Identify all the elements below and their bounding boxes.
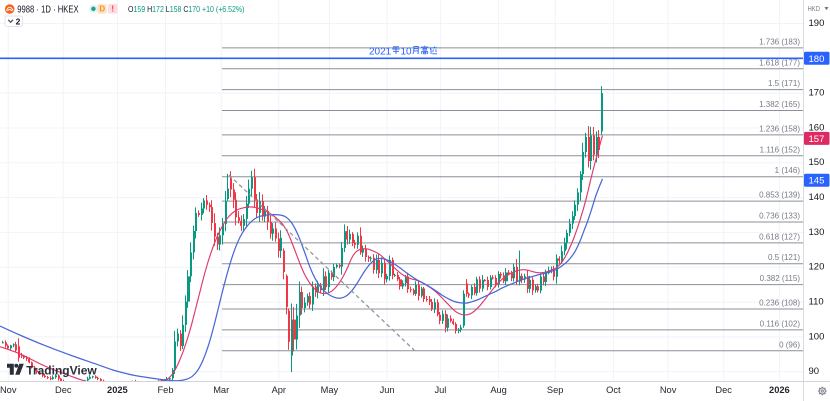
svg-text:190: 190 xyxy=(809,18,825,29)
svg-text:140: 140 xyxy=(809,192,825,203)
svg-text:10: 10 xyxy=(401,46,413,57)
svg-text:145: 145 xyxy=(809,176,825,187)
svg-text:Sep: Sep xyxy=(547,385,564,395)
svg-text:Feb: Feb xyxy=(157,385,173,395)
svg-text:1 (146): 1 (146) xyxy=(775,166,801,175)
svg-text:May: May xyxy=(321,385,339,395)
svg-text:Dec: Dec xyxy=(715,385,732,395)
svg-text:Apr: Apr xyxy=(272,385,286,395)
svg-text:180: 180 xyxy=(809,54,825,65)
svg-text:100: 100 xyxy=(809,331,825,342)
svg-text:170: 170 xyxy=(809,88,825,99)
svg-text:HKD: HKD xyxy=(808,4,821,13)
svg-text:90: 90 xyxy=(809,366,820,377)
svg-text:0.116 (102): 0.116 (102) xyxy=(760,319,801,328)
svg-text:157: 157 xyxy=(809,134,825,145)
svg-text:Jul: Jul xyxy=(434,385,446,395)
svg-text:160: 160 xyxy=(809,122,825,133)
svg-text:Nov: Nov xyxy=(660,385,677,395)
svg-text:1.5 (171): 1.5 (171) xyxy=(768,79,800,88)
svg-text:120: 120 xyxy=(809,262,825,273)
svg-text:0.382 (115): 0.382 (115) xyxy=(760,274,801,283)
svg-text:0.5 (121): 0.5 (121) xyxy=(768,253,800,262)
svg-text:Aug: Aug xyxy=(490,385,507,395)
svg-text:150: 150 xyxy=(809,157,825,168)
svg-text:1.116 (152): 1.116 (152) xyxy=(760,145,801,154)
svg-text:110: 110 xyxy=(809,296,824,307)
svg-text:O159 H172 L158 C170 +10 (+6.52: O159 H172 L158 C170 +10 (+6.52%) xyxy=(128,4,245,14)
svg-text:!: ! xyxy=(111,4,114,13)
svg-text:9988 · 1D · HKEX: 9988 · 1D · HKEX xyxy=(17,4,79,15)
svg-text:Oct: Oct xyxy=(606,385,621,395)
svg-text:2: 2 xyxy=(16,17,21,27)
svg-text:0.236 (108): 0.236 (108) xyxy=(759,299,800,308)
svg-text:1.736 (183): 1.736 (183) xyxy=(759,37,800,46)
svg-text:2026: 2026 xyxy=(769,385,790,395)
svg-text:2025: 2025 xyxy=(107,385,128,395)
svg-text:Mar: Mar xyxy=(213,385,229,395)
svg-text:130: 130 xyxy=(809,227,825,238)
svg-text:0.853 (139): 0.853 (139) xyxy=(759,191,800,200)
svg-text:0.618 (127): 0.618 (127) xyxy=(759,232,800,241)
svg-text:Jun: Jun xyxy=(380,385,395,395)
svg-text:2021: 2021 xyxy=(369,46,392,57)
svg-text:1.236 (158): 1.236 (158) xyxy=(759,124,800,133)
svg-text:Dec: Dec xyxy=(55,385,72,395)
svg-text:TradingView: TradingView xyxy=(26,364,97,378)
svg-text:1.618 (177): 1.618 (177) xyxy=(759,58,800,67)
svg-text:0.736 (133): 0.736 (133) xyxy=(759,212,800,221)
svg-text:D: D xyxy=(99,4,105,13)
svg-text:0 (96): 0 (96) xyxy=(779,340,800,349)
svg-text:Nov: Nov xyxy=(0,385,17,395)
svg-text:1.382 (165): 1.382 (165) xyxy=(759,100,800,109)
